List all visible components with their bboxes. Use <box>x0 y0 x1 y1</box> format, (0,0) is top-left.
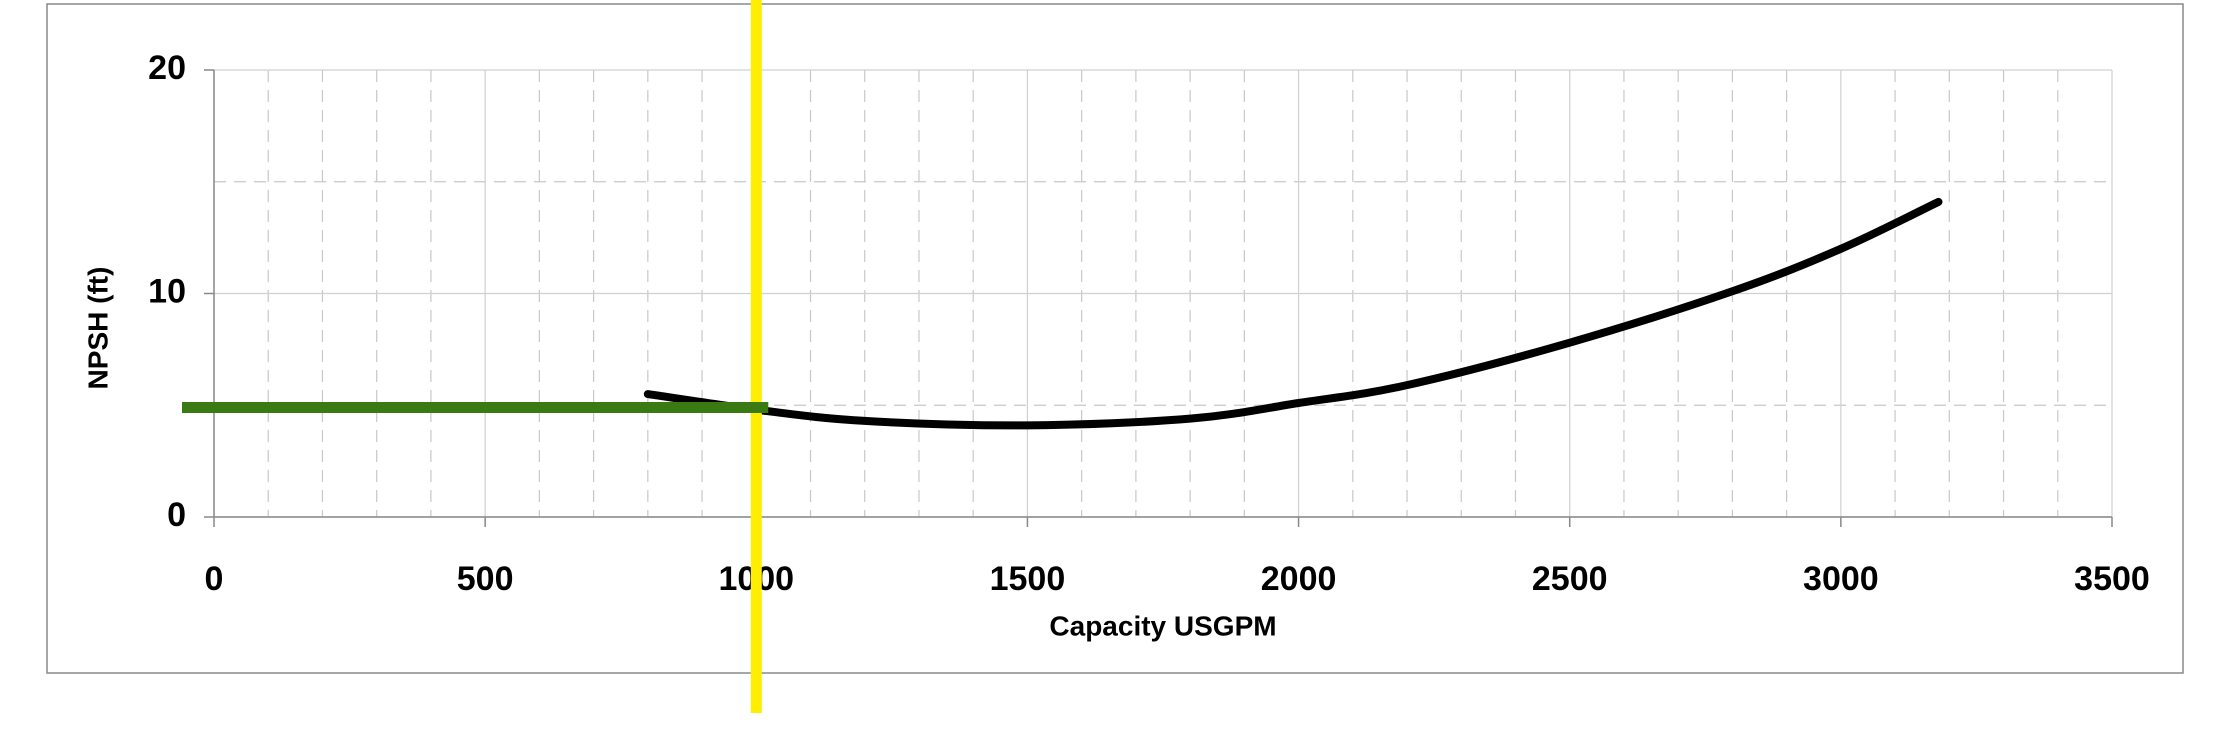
x-tick-label: 2000 <box>1261 560 1337 598</box>
x-tick-label: 3500 <box>2074 560 2150 598</box>
y-tick-label: 20 <box>148 49 186 87</box>
chart-frame <box>46 3 2184 674</box>
x-axis-label: Capacity USGPM <box>1049 610 1276 641</box>
y-axis-label: NPSH (ft) <box>82 267 113 390</box>
x-tick-label: 500 <box>457 560 514 598</box>
x-tick-label: 1500 <box>990 560 1066 598</box>
x-tick-label: 2500 <box>1532 560 1608 598</box>
x-tick-label: 0 <box>205 560 224 598</box>
y-tick-label: 0 <box>167 496 186 534</box>
npsh-curve <box>643 197 1943 430</box>
y-tick-label: 10 <box>148 272 186 310</box>
x-tick-label: 3000 <box>1803 560 1879 598</box>
